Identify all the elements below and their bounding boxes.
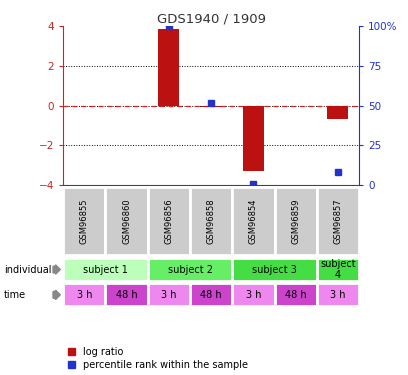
Text: GSM96859: GSM96859 bbox=[291, 198, 300, 244]
Text: 3 h: 3 h bbox=[161, 290, 177, 300]
Text: 48 h: 48 h bbox=[200, 290, 222, 300]
Text: GSM96856: GSM96856 bbox=[164, 198, 173, 244]
FancyBboxPatch shape bbox=[106, 284, 148, 306]
FancyBboxPatch shape bbox=[148, 284, 190, 306]
Text: GSM96854: GSM96854 bbox=[249, 198, 258, 244]
Text: GSM96857: GSM96857 bbox=[333, 198, 342, 244]
Text: 48 h: 48 h bbox=[285, 290, 306, 300]
FancyBboxPatch shape bbox=[106, 187, 148, 255]
Bar bbox=[327, 106, 348, 118]
FancyBboxPatch shape bbox=[232, 258, 317, 281]
FancyBboxPatch shape bbox=[63, 284, 106, 306]
Text: subject 2: subject 2 bbox=[168, 264, 213, 274]
Text: subject 1: subject 1 bbox=[83, 264, 128, 274]
FancyBboxPatch shape bbox=[275, 187, 317, 255]
FancyBboxPatch shape bbox=[275, 284, 317, 306]
Title: GDS1940 / 1909: GDS1940 / 1909 bbox=[157, 12, 266, 25]
Text: 48 h: 48 h bbox=[116, 290, 137, 300]
Text: subject
4: subject 4 bbox=[320, 259, 356, 280]
FancyBboxPatch shape bbox=[317, 284, 359, 306]
FancyBboxPatch shape bbox=[63, 187, 106, 255]
Bar bbox=[243, 106, 264, 171]
Bar bbox=[158, 29, 180, 106]
FancyBboxPatch shape bbox=[317, 187, 359, 255]
FancyBboxPatch shape bbox=[232, 284, 275, 306]
Legend: log ratio, percentile rank within the sample: log ratio, percentile rank within the sa… bbox=[68, 347, 248, 370]
FancyBboxPatch shape bbox=[63, 258, 148, 281]
Text: subject 3: subject 3 bbox=[252, 264, 297, 274]
FancyBboxPatch shape bbox=[190, 284, 232, 306]
Text: 3 h: 3 h bbox=[246, 290, 261, 300]
Text: time: time bbox=[4, 290, 26, 300]
FancyBboxPatch shape bbox=[148, 258, 232, 281]
Text: 3 h: 3 h bbox=[330, 290, 346, 300]
Text: GSM96855: GSM96855 bbox=[80, 198, 89, 244]
FancyBboxPatch shape bbox=[148, 187, 190, 255]
Text: individual: individual bbox=[4, 264, 51, 274]
Bar bbox=[201, 106, 222, 107]
Text: GSM96860: GSM96860 bbox=[122, 198, 131, 244]
FancyBboxPatch shape bbox=[190, 187, 232, 255]
Text: 3 h: 3 h bbox=[77, 290, 92, 300]
FancyBboxPatch shape bbox=[317, 258, 359, 281]
Text: GSM96858: GSM96858 bbox=[206, 198, 216, 244]
FancyBboxPatch shape bbox=[232, 187, 275, 255]
